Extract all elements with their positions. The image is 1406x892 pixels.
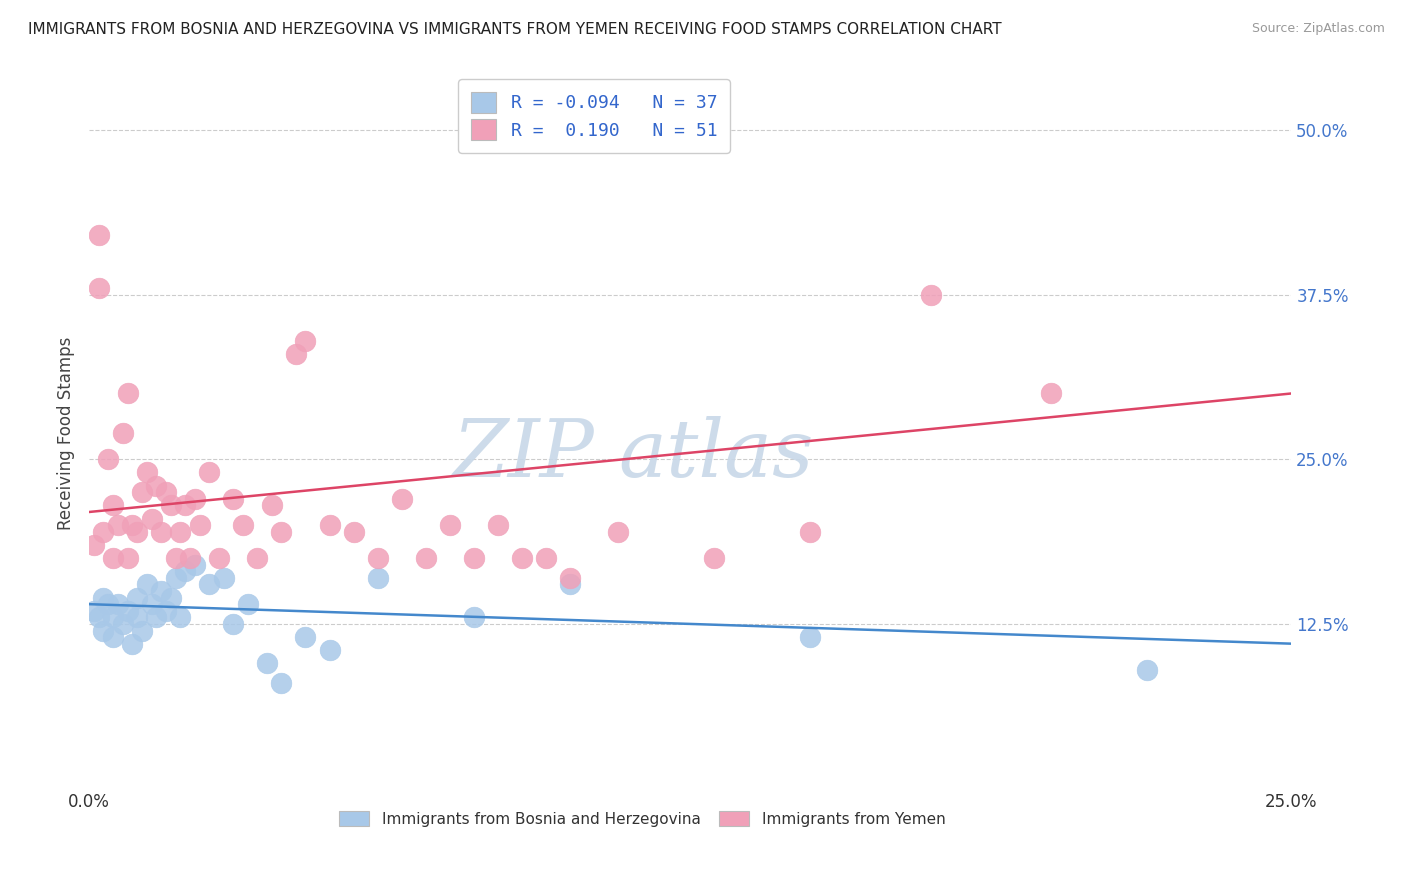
Point <box>232 518 254 533</box>
Point <box>93 591 115 605</box>
Point <box>121 518 143 533</box>
Point <box>165 551 187 566</box>
Point <box>703 551 725 566</box>
Point <box>93 524 115 539</box>
Point <box>169 610 191 624</box>
Point <box>150 584 173 599</box>
Point <box>415 551 437 566</box>
Point <box>131 624 153 638</box>
Point <box>169 524 191 539</box>
Point <box>558 577 581 591</box>
Point <box>155 485 177 500</box>
Point <box>141 511 163 525</box>
Point <box>188 518 211 533</box>
Point <box>127 591 149 605</box>
Text: IMMIGRANTS FROM BOSNIA AND HERZEGOVINA VS IMMIGRANTS FROM YEMEN RECEIVING FOOD S: IMMIGRANTS FROM BOSNIA AND HERZEGOVINA V… <box>28 22 1001 37</box>
Point <box>284 347 307 361</box>
Point <box>121 637 143 651</box>
Point <box>367 551 389 566</box>
Point <box>799 524 821 539</box>
Point <box>87 610 110 624</box>
Point <box>174 499 197 513</box>
Point <box>87 281 110 295</box>
Point <box>463 610 485 624</box>
Point <box>342 524 364 539</box>
Y-axis label: Receiving Food Stamps: Receiving Food Stamps <box>58 336 75 530</box>
Point <box>159 499 181 513</box>
Point <box>799 630 821 644</box>
Point <box>101 630 124 644</box>
Point <box>135 466 157 480</box>
Point <box>111 616 134 631</box>
Point <box>318 643 340 657</box>
Point <box>127 610 149 624</box>
Point <box>510 551 533 566</box>
Point <box>222 491 245 506</box>
Point <box>141 597 163 611</box>
Point <box>184 491 207 506</box>
Point <box>155 604 177 618</box>
Point <box>270 524 292 539</box>
Point <box>101 610 124 624</box>
Text: ZIP: ZIP <box>453 416 593 493</box>
Point <box>107 597 129 611</box>
Point <box>294 334 316 348</box>
Point <box>93 624 115 638</box>
Point <box>83 604 105 618</box>
Point <box>558 571 581 585</box>
Point <box>145 610 167 624</box>
Point <box>439 518 461 533</box>
Point <box>486 518 509 533</box>
Point <box>97 452 120 467</box>
Point <box>260 499 283 513</box>
Point <box>607 524 630 539</box>
Point <box>318 518 340 533</box>
Point <box>101 551 124 566</box>
Point <box>127 524 149 539</box>
Point <box>165 571 187 585</box>
Text: Source: ZipAtlas.com: Source: ZipAtlas.com <box>1251 22 1385 36</box>
Point <box>1039 386 1062 401</box>
Point <box>294 630 316 644</box>
Point <box>117 386 139 401</box>
Point <box>236 597 259 611</box>
Point <box>212 571 235 585</box>
Legend: Immigrants from Bosnia and Herzegovina, Immigrants from Yemen: Immigrants from Bosnia and Herzegovina, … <box>332 803 953 834</box>
Point <box>111 425 134 440</box>
Point <box>391 491 413 506</box>
Point <box>107 518 129 533</box>
Point <box>208 551 231 566</box>
Point <box>463 551 485 566</box>
Point <box>256 657 278 671</box>
Point <box>367 571 389 585</box>
Point <box>534 551 557 566</box>
Point <box>83 538 105 552</box>
Point <box>184 558 207 572</box>
Point <box>131 485 153 500</box>
Point <box>920 287 942 301</box>
Text: atlas: atlas <box>619 416 814 493</box>
Point <box>1136 663 1159 677</box>
Point <box>174 564 197 578</box>
Point <box>97 597 120 611</box>
Point <box>222 616 245 631</box>
Point <box>198 466 221 480</box>
Point <box>145 478 167 492</box>
Point <box>117 604 139 618</box>
Point <box>117 551 139 566</box>
Point <box>198 577 221 591</box>
Point <box>159 591 181 605</box>
Point <box>246 551 269 566</box>
Point <box>87 228 110 243</box>
Point <box>101 499 124 513</box>
Point <box>179 551 201 566</box>
Point <box>270 676 292 690</box>
Point <box>135 577 157 591</box>
Point <box>150 524 173 539</box>
